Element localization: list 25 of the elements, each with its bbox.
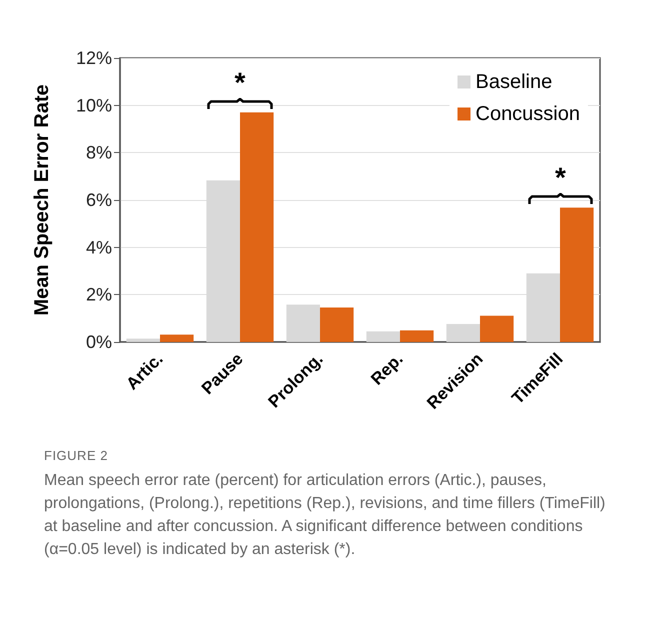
y-tick-label: 12% [76,48,112,68]
y-tick-label: 4% [86,237,112,258]
bar [446,324,480,342]
bar [480,316,514,342]
bar [286,304,320,342]
annotation: * [554,162,567,193]
bar [560,208,594,342]
caption: FIGURE 2 [44,448,109,463]
bar [240,112,274,342]
bar [366,331,400,342]
y-tick-label: 2% [86,284,112,305]
x-tick-label: Rep. [367,349,407,389]
legend-label: Baseline [476,71,552,93]
bar [320,307,354,342]
annotation: * [234,67,246,98]
bar [126,338,160,342]
legend-label: Concussion [476,103,580,125]
y-tick-label: 6% [86,190,112,210]
text: Mean speech error rate (percent) for articulation errors (Artic.), pauses, prolongations, (Prolong.), repetitions (Rep.), revisions, and time fillers (TimeFill) at baseline and after concussion. A significant difference between conditions (α=0.05 level) is indicated by an asterisk (*). [44,471,606,560]
y-tick-label: 10% [76,95,112,116]
y-axis-title: Mean Speech Error Rate [31,84,53,316]
y-tick-label: 8% [86,142,112,163]
bar [160,334,194,342]
y-tick-label: 0% [86,332,112,352]
bar [400,330,434,342]
